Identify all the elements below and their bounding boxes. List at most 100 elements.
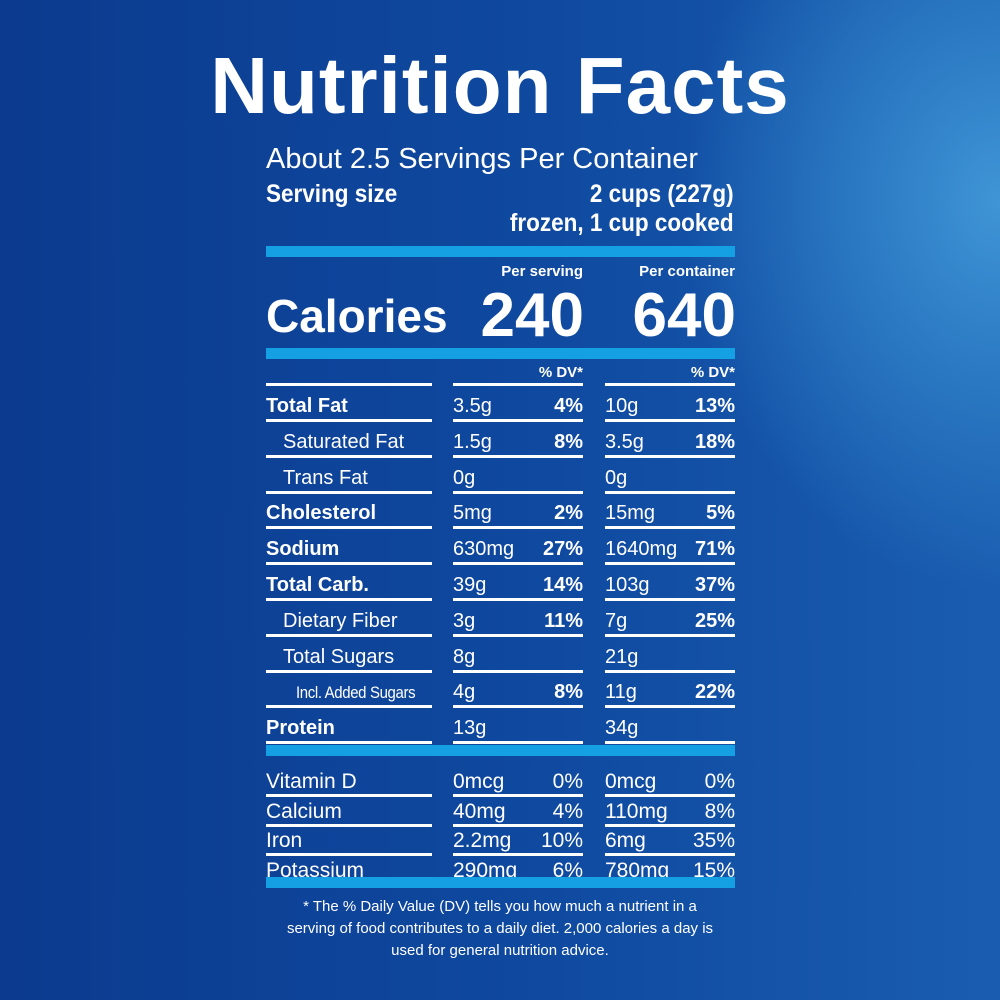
serving-cell: 13g — [453, 708, 583, 745]
container-cell: 110mg 8% — [605, 797, 735, 827]
nutrient-cell: Vitamin D — [266, 767, 432, 797]
serving-cell: 1.5g 8% — [453, 422, 583, 458]
container-dv: 35% — [692, 829, 735, 852]
dv-header-serving: % DV* — [538, 364, 583, 381]
serving-size-line-2: frozen, 1 cup cooked — [510, 209, 734, 237]
nutrient-name: Iron — [266, 829, 303, 852]
serving-amount: 13g — [453, 717, 487, 740]
nutrient-cell: Saturated Fat — [266, 422, 432, 458]
serving-amount: 3.5g — [453, 395, 492, 417]
container-dv: 13% — [694, 395, 735, 417]
serving-amount: 290mg — [453, 858, 518, 882]
nutrient-name: Total Fat — [266, 395, 348, 417]
container-amount: 10g — [605, 395, 639, 417]
serving-cell: 3g 11% — [453, 601, 583, 637]
container-dv: 22% — [694, 681, 735, 704]
per-container-label: Per container — [639, 263, 735, 280]
serving-size-label: Serving size — [266, 180, 398, 208]
nutrient-cell: Calcium — [266, 797, 432, 827]
serving-dv: 27% — [542, 538, 583, 561]
serving-dv: 11% — [544, 609, 583, 632]
serving-cell: 5mg 2% — [453, 493, 583, 530]
nutrient-name: Protein — [266, 717, 335, 740]
container-cell: 0mcg 0% — [605, 767, 735, 797]
container-amount: 21g — [605, 645, 639, 668]
serving-amount: 0mcg — [453, 770, 505, 793]
calories-label: Calories — [266, 290, 448, 342]
container-cell: 3.5g 18% — [605, 422, 735, 458]
serving-dv: 14% — [542, 574, 583, 596]
container-amount: 3.5g — [605, 430, 644, 453]
footnote: * The % Daily Value (DV) tells you how m… — [286, 898, 714, 959]
divider-bar — [266, 348, 735, 359]
serving-dv: 4% — [552, 799, 583, 823]
divider-bar — [266, 877, 735, 888]
container-dv: 0% — [704, 770, 735, 793]
serving-cell: 290mg 6% — [453, 856, 583, 886]
container-amount: 11g — [605, 681, 637, 704]
nutrient-name: Potassium — [266, 858, 365, 882]
nutrient-cell: Iron — [266, 826, 432, 856]
serving-dv: 2% — [554, 502, 583, 525]
nutrient-cell: Cholesterol — [266, 493, 432, 530]
container-amount: 6mg — [605, 829, 646, 852]
serving-size-value: 2 cups (227g) frozen, 1 cup cooked — [510, 180, 734, 238]
nutrient-row: Protein 13g 34g — [266, 708, 735, 745]
rule — [266, 383, 432, 386]
serving-amount: 2.2mg — [453, 829, 512, 852]
serving-amount: 40mg — [453, 799, 506, 823]
container-amount: 103g — [605, 574, 650, 596]
container-amount: 110mg — [605, 799, 668, 823]
container-dv: 18% — [694, 430, 735, 453]
container-cell: 7g 25% — [605, 601, 735, 637]
serving-cell: 0g — [453, 458, 583, 494]
serving-cell: 0mcg 0% — [453, 767, 583, 797]
nutrient-row: Total Carb. 39g 14% 103g 37% — [266, 565, 735, 601]
serving-amount: 8g — [453, 645, 476, 668]
nutrient-row: Potassium 290mg 6% 780mg 15% — [266, 850, 735, 886]
serving-dv: 6% — [552, 858, 583, 882]
serving-cell: 2.2mg 10% — [453, 826, 583, 856]
nutrient-name: Incl. Added Sugars — [296, 683, 416, 703]
nutrient-cell: Total Sugars — [266, 637, 432, 673]
container-cell: 103g 37% — [605, 565, 735, 601]
serving-cell: 40mg 4% — [453, 797, 583, 827]
container-amount: 15mg — [605, 502, 656, 525]
serving-size-line-1: 2 cups (227g) — [590, 180, 734, 208]
container-cell: 780mg 15% — [605, 856, 735, 886]
container-amount: 0g — [605, 466, 628, 489]
container-dv: 71% — [694, 538, 735, 561]
nutrient-name: Dietary Fiber — [283, 609, 398, 632]
nutrient-name: Total Carb. — [266, 574, 369, 596]
dv-header-container: % DV* — [690, 364, 735, 381]
rule — [605, 383, 735, 386]
nutrient-row: Total Sugars 8g 21g — [266, 637, 735, 673]
container-amount: 0mcg — [605, 770, 657, 793]
nutrient-row: Sodium 630mg 27% 1640mg 71% — [266, 529, 735, 566]
serving-cell: 3.5g 4% — [453, 386, 583, 422]
nutrient-row: Saturated Fat 1.5g 8% 3.5g 18% — [266, 422, 735, 458]
serving-dv: 8% — [554, 430, 583, 453]
serving-amount: 4g — [453, 681, 476, 704]
nutrient-cell: Protein — [266, 708, 432, 745]
container-dv: 15% — [692, 858, 735, 882]
nutrient-row: Calcium 40mg 4% 110mg 8% — [266, 791, 735, 827]
servings-per-container: About 2.5 Servings Per Container — [266, 143, 699, 175]
nutrient-name: Cholesterol — [266, 502, 377, 525]
nutrient-row: Cholesterol 5mg 2% 15mg 5% — [266, 493, 735, 530]
nutrient-row: Iron 2.2mg 10% 6mg 35% — [266, 820, 735, 856]
container-dv: 5% — [706, 502, 735, 525]
nutrient-row: Trans Fat 0g 0g — [266, 458, 735, 494]
container-cell: 11g 22% — [605, 672, 735, 709]
divider-bar — [266, 246, 735, 257]
nutrient-cell: Sodium — [266, 529, 432, 566]
calories-per-serving: 240 — [480, 281, 584, 350]
nutrient-name: Vitamin D — [266, 770, 357, 793]
rule — [453, 383, 583, 386]
serving-cell: 39g 14% — [453, 565, 583, 601]
container-cell: 6mg 35% — [605, 826, 735, 856]
serving-amount: 39g — [453, 574, 487, 596]
serving-amount: 5mg — [453, 502, 492, 525]
nutrient-cell: Total Carb. — [266, 565, 432, 601]
container-cell: 10g 13% — [605, 386, 735, 422]
